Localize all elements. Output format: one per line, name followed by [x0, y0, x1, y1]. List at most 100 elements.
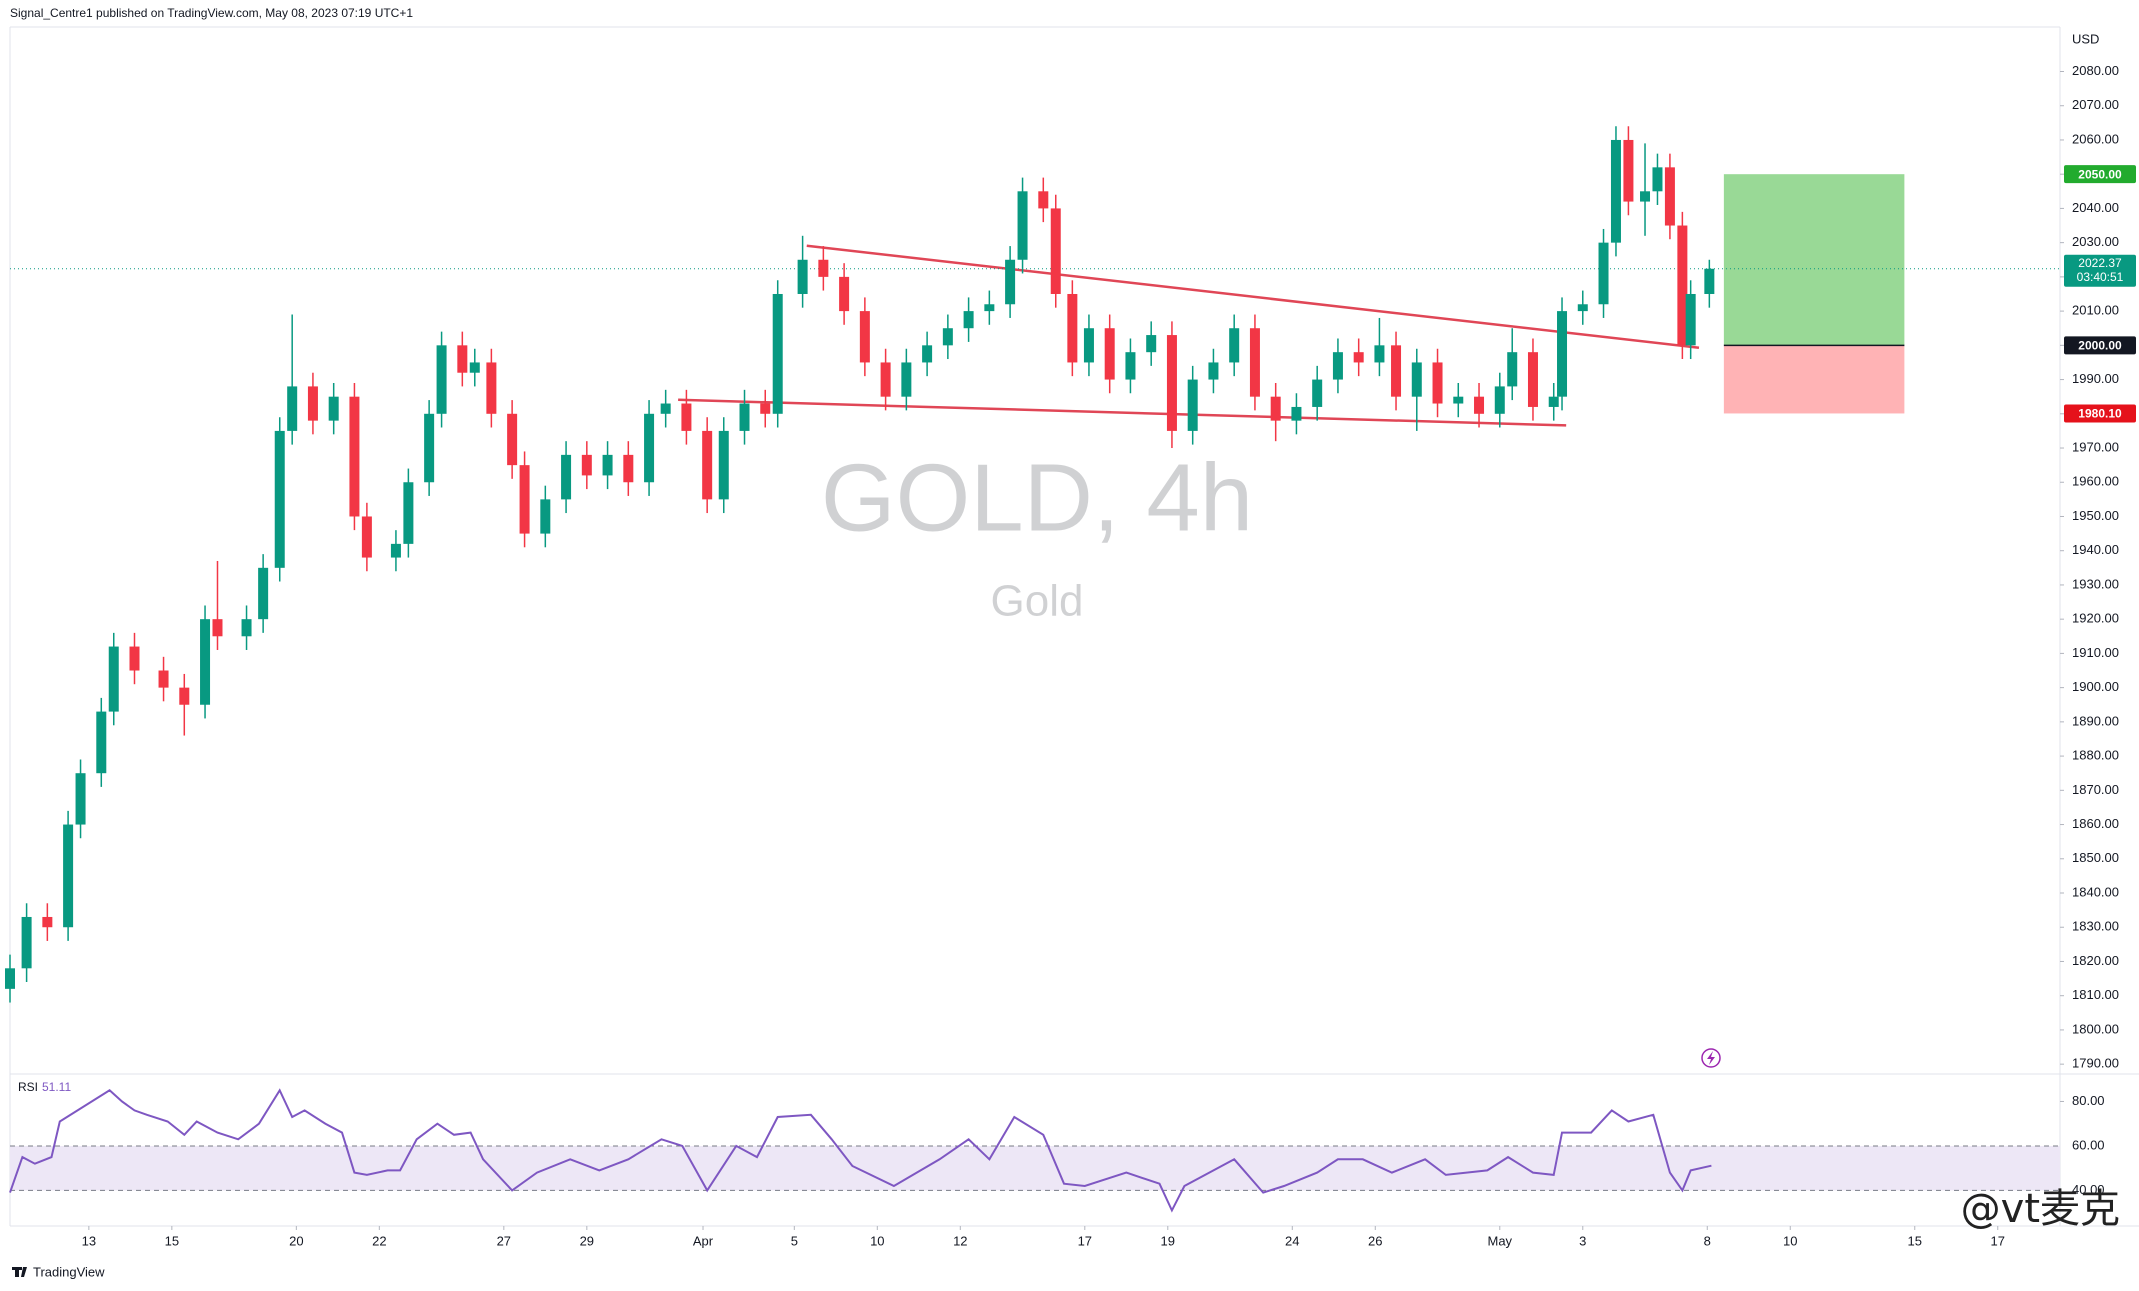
- last-price-tag: [2064, 254, 2136, 287]
- candle-body: [963, 311, 974, 329]
- candle-body: [469, 362, 480, 373]
- y-tick-label: 2010.00: [2072, 303, 2119, 318]
- last-price-tag-label: 2022.37: [2078, 256, 2122, 270]
- candle-body: [158, 670, 169, 688]
- x-tick-label: 26: [1368, 1233, 1382, 1248]
- candle-body: [702, 430, 713, 500]
- y-tick-label: 1870.00: [2072, 782, 2119, 797]
- candle-body: [1374, 345, 1385, 363]
- y-tick-label: 1890.00: [2072, 713, 2119, 728]
- candle-body: [718, 430, 729, 500]
- candle-body: [1548, 396, 1559, 407]
- rsi-line: [9, 1088, 1712, 1213]
- candle-body: [818, 259, 829, 277]
- candle-body: [212, 619, 223, 637]
- candle-body: [1038, 191, 1049, 209]
- candle-body: [1685, 293, 1696, 346]
- candle-body: [1598, 242, 1609, 305]
- x-tick-label: 19: [1161, 1233, 1175, 1248]
- y-tick-label: 1940.00: [2072, 542, 2119, 557]
- candle-body: [1146, 335, 1157, 353]
- y-tick-label: 2080.00: [2072, 63, 2119, 78]
- candle-body: [200, 619, 211, 705]
- y-tick-label: 1860.00: [2072, 816, 2119, 831]
- candle-body: [1125, 352, 1136, 380]
- candle-body: [1353, 352, 1364, 363]
- branding: TradingView: [12, 1264, 105, 1279]
- x-tick-label: 3: [1579, 1233, 1586, 1248]
- candle-body: [457, 345, 468, 373]
- candle-body: [1494, 386, 1505, 414]
- y-tick-label: 1820.00: [2072, 953, 2119, 968]
- candle-body: [1432, 362, 1443, 404]
- candle-body: [623, 454, 634, 483]
- x-tick-label: 15: [1908, 1233, 1922, 1248]
- candle-body: [436, 345, 447, 414]
- candle-body: [1527, 352, 1538, 407]
- y-tick-label: 1910.00: [2072, 645, 2119, 660]
- candle-body: [901, 362, 912, 397]
- rsi-tick-label: 60.00: [2072, 1137, 2105, 1152]
- candle-body: [1083, 328, 1094, 363]
- target-tag: [2064, 165, 2136, 184]
- candle-body: [274, 430, 285, 568]
- y-tick-label: 1970.00: [2072, 439, 2119, 454]
- candle-body: [328, 396, 339, 421]
- candle-body: [1652, 167, 1663, 192]
- candle-body: [660, 403, 671, 414]
- candle-body: [5, 968, 15, 989]
- y-tick-label: 1850.00: [2072, 850, 2119, 865]
- candle-body: [1187, 379, 1198, 431]
- candle-body: [880, 362, 891, 397]
- candle-body: [63, 824, 74, 928]
- candle-body: [21, 916, 32, 969]
- candle-body: [772, 293, 783, 414]
- candle-body: [1577, 304, 1588, 312]
- x-tick-label: 10: [870, 1233, 884, 1248]
- candle-body: [839, 276, 850, 312]
- candle-body: [760, 403, 771, 414]
- candle-body: [424, 413, 435, 483]
- x-tick-label: 17: [1991, 1233, 2005, 1248]
- candle-body: [1312, 379, 1323, 407]
- target-tag-label: 2050.00: [2078, 167, 2122, 181]
- y-tick-label: 1790.00: [2072, 1056, 2119, 1071]
- candle-body: [75, 773, 86, 825]
- candle-body: [1411, 362, 1422, 397]
- candle-body: [42, 916, 53, 928]
- branding-text: TradingView: [33, 1264, 105, 1279]
- x-tick-label: 8: [1704, 1233, 1711, 1248]
- entry-tag-label: 2000.00: [2078, 339, 2122, 353]
- y-tick-label: 1810.00: [2072, 987, 2119, 1002]
- entry-tag: [2064, 336, 2136, 355]
- alert-icon: [1701, 1048, 1721, 1068]
- y-tick-label: 2040.00: [2072, 200, 2119, 215]
- candle-body: [486, 362, 497, 414]
- y-tick-label: 2060.00: [2072, 131, 2119, 146]
- candle-body: [390, 543, 401, 558]
- candle-body: [540, 499, 551, 534]
- currency: USD: [2072, 31, 2099, 46]
- candle-body: [739, 403, 750, 431]
- candle-body: [108, 646, 119, 712]
- y-tick-label: 2070.00: [2072, 97, 2119, 112]
- y-tick-label: 1920.00: [2072, 611, 2119, 626]
- candle-body: [241, 619, 252, 637]
- candle-body: [1453, 396, 1464, 404]
- x-tick-label: 22: [372, 1233, 386, 1248]
- candle-body: [1050, 208, 1061, 294]
- candle-body: [287, 386, 298, 431]
- candle-body: [129, 646, 140, 671]
- y-tick-label: 1840.00: [2072, 884, 2119, 899]
- candle-body: [1249, 328, 1260, 397]
- x-tick-label: 17: [1078, 1233, 1092, 1248]
- corner-watermark: @vt麦克: [1961, 1186, 2120, 1232]
- candle-body: [644, 413, 655, 483]
- x-tick-label: 29: [580, 1233, 594, 1248]
- countdown: 03:40:51: [2077, 270, 2124, 284]
- candle-body: [519, 465, 530, 534]
- candle-body: [507, 413, 518, 466]
- x-tick-label: 12: [953, 1233, 967, 1248]
- candle-body: [581, 454, 592, 476]
